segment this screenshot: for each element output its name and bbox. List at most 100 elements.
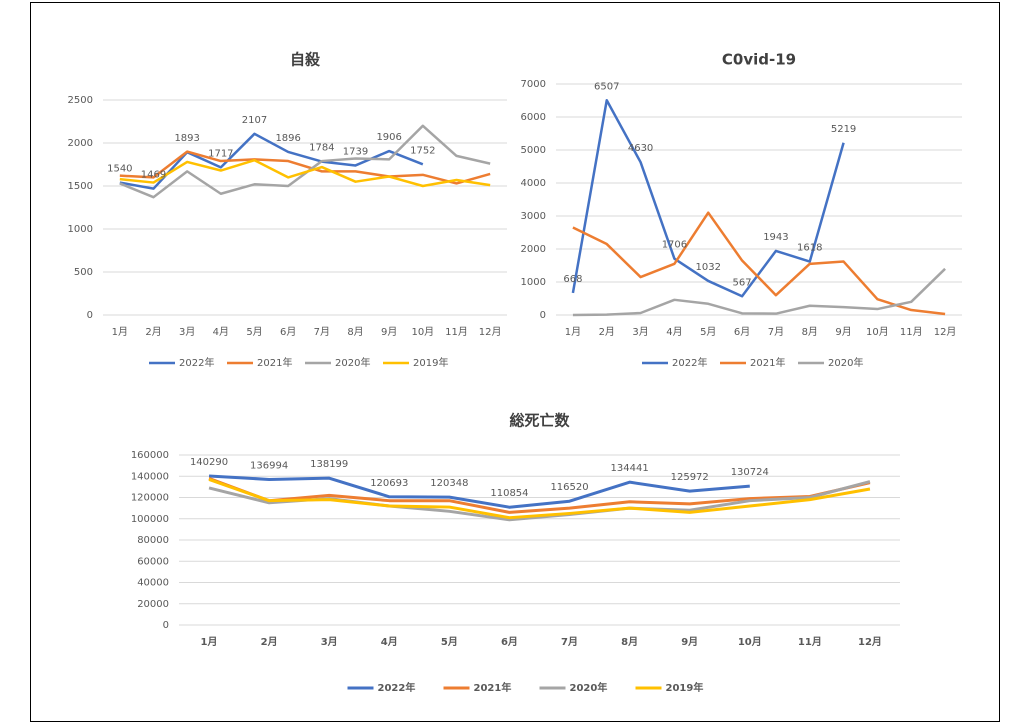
data-label: 120693 xyxy=(370,478,408,489)
x-tick-label: 6月 xyxy=(280,326,296,338)
x-tick-label: 4月 xyxy=(213,326,229,338)
legend-label: 2020年 xyxy=(335,356,370,369)
x-tick-label: 8月 xyxy=(621,636,638,648)
y-tick-label: 2000 xyxy=(521,244,546,255)
x-tick-label: 3月 xyxy=(321,636,338,648)
data-label: 120348 xyxy=(430,478,468,489)
series-line xyxy=(571,99,845,298)
chart-title: C0vid-19 xyxy=(722,51,796,69)
legend-label: 2022年 xyxy=(672,356,707,369)
legend-label: 2021年 xyxy=(750,356,785,369)
data-label: 1893 xyxy=(174,133,199,144)
x-tick-label: 9月 xyxy=(835,326,851,338)
data-label: 116520 xyxy=(550,482,588,493)
x-tick-label: 10月 xyxy=(866,326,889,338)
y-tick-label: 5000 xyxy=(521,145,546,156)
y-tick-label: 1500 xyxy=(68,181,93,192)
y-tick-label: 6000 xyxy=(521,112,546,123)
x-tick-label: 3月 xyxy=(179,326,195,338)
data-label: 1739 xyxy=(343,146,368,157)
x-tick-label: 1月 xyxy=(201,636,218,648)
data-label: 6507 xyxy=(594,81,619,92)
chart: C0vid-19 0 1000 2000 3000 4000 5000 6000 7000 1月 2… xyxy=(521,51,962,369)
x-tick-label: 6月 xyxy=(734,326,750,338)
data-label: 136994 xyxy=(250,460,288,471)
x-tick-label: 7月 xyxy=(314,326,330,338)
data-label: 130724 xyxy=(731,467,769,478)
y-tick-label: 140000 xyxy=(131,471,169,482)
x-tick-label: 2月 xyxy=(145,326,161,338)
y-tick-label: 80000 xyxy=(137,535,169,546)
x-tick-label: 11月 xyxy=(445,326,468,338)
y-tick-label: 1000 xyxy=(68,224,93,235)
x-tick-label: 8月 xyxy=(347,326,363,338)
y-tick-label: 500 xyxy=(74,267,93,278)
data-label: 125972 xyxy=(671,472,709,483)
series-line xyxy=(572,211,946,316)
y-tick-label: 120000 xyxy=(131,493,169,504)
x-tick-label: 1月 xyxy=(112,326,128,338)
x-tick-label: 10月 xyxy=(411,326,434,338)
y-tick-label: 2500 xyxy=(68,95,93,106)
y-tick-label: 100000 xyxy=(131,514,169,525)
x-tick-label: 6月 xyxy=(501,636,518,648)
series-line xyxy=(119,158,491,188)
data-label: 1032 xyxy=(696,262,721,273)
x-tick-label: 2月 xyxy=(599,326,615,338)
data-label: 5219 xyxy=(831,124,856,135)
x-tick-label: 12月 xyxy=(934,326,957,338)
x-tick-label: 12月 xyxy=(858,636,882,648)
series-line xyxy=(208,478,871,520)
series-line xyxy=(119,150,491,185)
x-tick-label: 8月 xyxy=(802,326,818,338)
legend-label: 2019年 xyxy=(413,356,448,369)
y-tick-label: 0 xyxy=(163,620,169,631)
x-tick-label: 5月 xyxy=(441,636,458,648)
y-tick-label: 20000 xyxy=(137,599,169,610)
chart-title: 総死亡数 xyxy=(509,412,570,430)
frame xyxy=(30,2,1000,722)
y-tick-label: 1000 xyxy=(521,277,546,288)
data-label: 567 xyxy=(733,277,752,288)
legend-label: 2022年 xyxy=(378,681,416,694)
series-line xyxy=(208,474,750,509)
x-tick-label: 7月 xyxy=(768,326,784,338)
x-tick-label: 2月 xyxy=(261,636,278,648)
data-label: 1906 xyxy=(376,132,401,143)
data-label: 1717 xyxy=(208,148,233,159)
legend-label: 2022年 xyxy=(179,356,214,369)
chart: 総死亡数 0 20000 40000 60000 80000 100000 120000 140… xyxy=(131,412,900,694)
x-tick-label: 3月 xyxy=(632,326,648,338)
data-label: 2107 xyxy=(242,115,267,126)
x-tick-label: 11月 xyxy=(900,326,923,338)
legend-label: 2020年 xyxy=(570,681,608,694)
x-tick-label: 1月 xyxy=(565,326,581,338)
x-tick-label: 5月 xyxy=(700,326,716,338)
data-label: 1469 xyxy=(141,170,166,181)
data-label: 110854 xyxy=(490,488,528,499)
data-label: 1896 xyxy=(275,133,300,144)
data-label: 1752 xyxy=(410,145,435,156)
data-label: 1618 xyxy=(797,243,822,254)
x-tick-label: 11月 xyxy=(798,636,822,648)
data-label: 668 xyxy=(563,274,582,285)
legend-label: 2020年 xyxy=(828,356,863,369)
data-label: 4630 xyxy=(628,143,653,154)
legend-label: 2021年 xyxy=(474,681,512,694)
y-tick-label: 0 xyxy=(87,310,93,321)
y-tick-label: 0 xyxy=(540,310,546,321)
data-label: 1784 xyxy=(309,143,334,154)
x-tick-label: 4月 xyxy=(666,326,682,338)
data-label: 134441 xyxy=(611,463,649,474)
data-label: 1943 xyxy=(763,232,788,243)
legend-label: 2019年 xyxy=(666,681,704,694)
y-tick-label: 3000 xyxy=(521,211,546,222)
x-tick-label: 9月 xyxy=(381,326,397,338)
data-label: 138199 xyxy=(310,459,348,470)
y-tick-label: 60000 xyxy=(137,556,169,567)
x-tick-label: 9月 xyxy=(681,636,698,648)
x-tick-label: 5月 xyxy=(246,326,262,338)
x-tick-label: 12月 xyxy=(479,326,502,338)
legend-label: 2021年 xyxy=(257,356,292,369)
data-label: 1706 xyxy=(662,240,687,251)
